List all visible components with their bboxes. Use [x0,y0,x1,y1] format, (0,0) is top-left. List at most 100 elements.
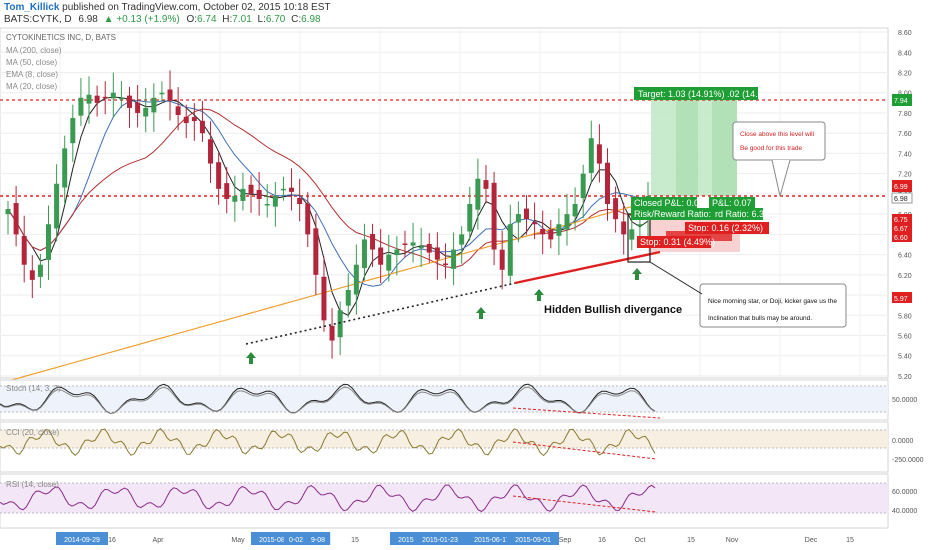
open-value: 6.74 [197,14,217,25]
time-axis-highlight [305,532,331,545]
candle-bear [540,228,546,235]
candle-bull [159,92,165,95]
ma20-line [7,100,649,287]
time-axis-label: 0-02 [289,537,303,544]
candle-bull [232,195,238,202]
price-tag-660: 6.60 [894,235,908,242]
candle-bull [637,224,643,226]
close-value: 6.98 [301,14,321,25]
cci-level-neg250: -250.0000 [892,457,924,464]
candle-bear [208,139,214,164]
price-tag-699: 6.99 [894,184,908,191]
time-axis-label: Apr [153,537,165,544]
candle-bear [191,117,197,122]
time-axis-label: 15 [687,537,695,544]
candle-bear [256,189,262,199]
open-label: O: [186,14,198,25]
candle-bull [507,224,513,276]
divergence-label: Hidden Bullish divergance [544,304,682,316]
candle-bull [240,188,246,201]
price-change: ▲ +0.13 (+1.9%) [103,14,180,25]
morning-star-note-box [699,283,847,328]
candle-bull [46,224,52,260]
time-axis-label: 15 [846,537,854,544]
candle-bear [135,102,141,113]
candle-bear [370,234,376,250]
stoch-d-line [0,386,656,415]
cci-divergence-line [512,441,657,460]
time-axis-highlight [56,532,108,545]
stoch-label: Stoch (14, 3, 3) [6,384,61,393]
candle-bear [313,228,319,275]
rsi-label: RSI (14, close) [6,480,59,489]
author-link[interactable]: Tom_Killick [4,2,60,13]
close-note-line-2: Be good for this trade [740,145,803,152]
time-axis-label: 2014-09-29 [64,537,100,544]
legend-ma200[interactable]: MA (200, close) [6,46,62,55]
price-tag-698-bg [891,192,913,204]
up-arrow-icon [632,268,642,280]
candle-bear [596,144,602,164]
price-tick-label: 5.20 [898,374,912,381]
candle-bear [321,276,327,321]
candle-bear [426,243,432,253]
price-tick-label: 7.20 [898,172,912,179]
time-axis: 2014-09-29 16 Apr May 2015-08-240-02 9-08 15 20… [0,530,932,550]
price-tag-660-bg [892,232,912,242]
cci-band [0,430,888,448]
price-tag-597-bg [892,292,912,303]
cci-level-0: 0.0000 [892,438,914,445]
legend-ema8[interactable]: EMA (8, close) [6,70,58,79]
price-tick-label: 5.80 [898,313,912,320]
price-tick-label: 7.80 [898,111,912,118]
low-value: 6.70 [265,14,286,25]
up-arrow-icon [476,307,486,319]
time-axis-highlight [414,532,466,545]
candle-bull [143,107,149,117]
time-axis-highlight [466,532,518,545]
stoch-level-50: 50.0000 [892,397,917,404]
time-axis-label: 16 [108,537,116,544]
legend-title: CYTOKINETICS INC, D, BATS [6,33,116,42]
candle-bear [102,96,108,99]
candle-bear [604,162,610,205]
price-tag-675-bg [892,214,912,224]
candle-bear [613,198,619,220]
candle-bear [224,183,230,199]
candle-bear [175,106,181,115]
close-note-line-1: Close above this level will [740,131,815,138]
candle-bear [183,116,189,124]
support-trendline-red [514,250,661,285]
price-tag-667: 6.67 [894,226,908,233]
target-label: Target: 1.03 (14.91%) .02 (14.76%) [638,89,779,99]
published-text: published on TradingView.com, October 02… [62,2,331,13]
candle-bull [629,229,635,240]
rsi-level-40: 40.0000 [892,508,917,515]
candle-bear [216,162,222,189]
candle-bear [167,89,173,101]
time-axis-label: 9-08 [311,537,325,544]
morning-star-note-1: Nice morning star, or Doji, kicker gave … [708,298,837,305]
candle-bull [110,92,116,99]
stop2-bg [637,236,711,248]
price-axis: 8.608.408.208.007.807.607.407.207.006.80… [898,30,912,381]
time-axis-label: May [231,537,245,544]
candle-bull [361,239,367,269]
close-note-pointer [771,159,791,197]
price-tick-label: 6.20 [898,273,912,280]
candle-bull [556,224,562,236]
risk-reward-label: Risk/Reward Ratio: 3.32 [634,209,731,219]
candle-bull [515,214,521,223]
candle-bear [442,263,448,266]
candle-bear [21,235,27,265]
time-axis-highlight [507,532,559,545]
legend-ma20[interactable]: MA (20, close) [6,82,57,91]
candle-bull [451,249,457,269]
legend-ma50[interactable]: MA (50, close) [6,58,57,67]
candle-bull [86,94,92,104]
cci-label: CCI (20, close) [6,428,60,437]
candle-bear [434,247,440,260]
risk-reward2-bg [713,208,763,220]
candle-bull [272,195,278,207]
